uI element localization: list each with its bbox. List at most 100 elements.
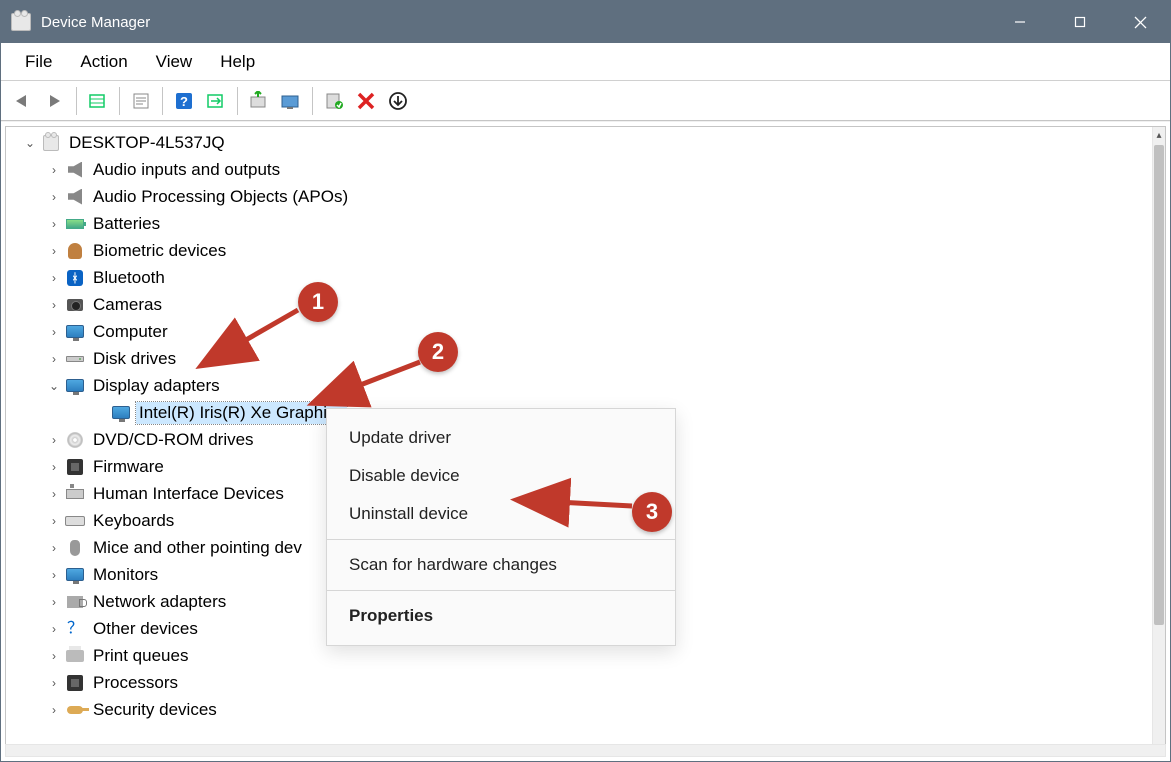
- menu-action[interactable]: Action: [66, 48, 141, 76]
- menubar: File Action View Help: [1, 43, 1170, 81]
- annotation-badge: 1: [298, 282, 338, 322]
- device-category-icon: [64, 565, 86, 585]
- tree-item[interactable]: ›ᚼBluetooth: [8, 264, 1151, 291]
- tree-item[interactable]: › Processors: [8, 669, 1151, 696]
- context-menu-item[interactable]: Scan for hardware changes: [327, 546, 675, 584]
- tree-root-label: DESKTOP-4L537JQ: [66, 132, 228, 154]
- enable-icon[interactable]: [201, 86, 231, 116]
- context-menu-item[interactable]: Update driver: [327, 419, 675, 457]
- tree-child-label: Intel(R) Iris(R) Xe Graphics: [136, 402, 347, 424]
- chevron-right-icon[interactable]: ›: [44, 187, 64, 207]
- uninstall-icon[interactable]: [351, 86, 381, 116]
- chevron-right-icon[interactable]: ›: [44, 295, 64, 315]
- device-category-icon: ᚼ: [64, 268, 86, 288]
- maximize-button[interactable]: [1050, 1, 1110, 43]
- tree-item[interactable]: › Batteries: [8, 210, 1151, 237]
- window-frame: Device Manager File Action View Help ?: [0, 0, 1171, 762]
- chevron-right-icon[interactable]: ›: [44, 241, 64, 261]
- chevron-right-icon[interactable]: ›: [44, 349, 64, 369]
- context-menu-item[interactable]: Uninstall device: [327, 495, 675, 533]
- tree-item-label: Audio Processing Objects (APOs): [90, 186, 351, 208]
- nav-forward-icon[interactable]: [40, 86, 70, 116]
- tree-item-label: Processors: [90, 672, 181, 694]
- context-menu-separator: [327, 539, 675, 540]
- add-legacy-icon[interactable]: [276, 86, 306, 116]
- device-category-icon: [64, 376, 86, 396]
- tree-item-label: Biometric devices: [90, 240, 229, 262]
- svg-text:?: ?: [180, 94, 188, 109]
- chevron-right-icon[interactable]: ›: [44, 592, 64, 612]
- chevron-right-icon[interactable]: ›: [44, 268, 64, 288]
- tree-item-label: Security devices: [90, 699, 220, 721]
- tree-item-label: Human Interface Devices: [90, 483, 287, 505]
- chevron-right-icon[interactable]: ›: [44, 214, 64, 234]
- toolbar: ?: [1, 81, 1170, 121]
- annotation-badge: 3: [632, 492, 672, 532]
- menu-help[interactable]: Help: [206, 48, 269, 76]
- menu-view[interactable]: View: [142, 48, 207, 76]
- properties-icon[interactable]: [126, 86, 156, 116]
- chevron-right-icon[interactable]: ›: [44, 619, 64, 639]
- annotation-badge: 2: [418, 332, 458, 372]
- tree-item[interactable]: › Computer: [8, 318, 1151, 345]
- chevron-right-icon[interactable]: ›: [44, 430, 64, 450]
- chevron-right-icon[interactable]: ›: [44, 538, 64, 558]
- tree-item[interactable]: › Cameras: [8, 291, 1151, 318]
- device-category-icon: [64, 538, 86, 558]
- titlebar: Device Manager: [1, 1, 1170, 43]
- device-category-icon: [64, 430, 86, 450]
- horizontal-scrollbar[interactable]: [5, 744, 1166, 757]
- tree-item-label: Mice and other pointing dev: [90, 537, 305, 559]
- chevron-right-icon[interactable]: ›: [44, 322, 64, 342]
- context-menu-item[interactable]: Properties: [327, 597, 675, 635]
- chevron-down-icon[interactable]: ⌄: [44, 376, 64, 396]
- vertical-scrollbar[interactable]: ▴ ▾: [1152, 127, 1165, 756]
- tree-item-label: Keyboards: [90, 510, 177, 532]
- scan-hardware-icon[interactable]: [244, 86, 274, 116]
- update-driver-icon[interactable]: [319, 86, 349, 116]
- help-icon[interactable]: ?: [169, 86, 199, 116]
- close-button[interactable]: [1110, 1, 1170, 43]
- menu-file[interactable]: File: [11, 48, 66, 76]
- device-category-icon: [64, 673, 86, 693]
- tree-item[interactable]: › Audio Processing Objects (APOs): [8, 183, 1151, 210]
- device-category-icon: [64, 295, 86, 315]
- chevron-right-icon[interactable]: ›: [44, 673, 64, 693]
- scroll-thumb[interactable]: [1154, 145, 1164, 625]
- chevron-down-icon[interactable]: ⌄: [20, 133, 40, 153]
- toolbar-sep: [76, 87, 77, 115]
- device-category-icon: [64, 349, 86, 369]
- tree-item[interactable]: › Audio inputs and outputs: [8, 156, 1151, 183]
- tree-item[interactable]: › Biometric devices: [8, 237, 1151, 264]
- tree-item-label: Batteries: [90, 213, 163, 235]
- chevron-right-icon[interactable]: ›: [44, 511, 64, 531]
- chevron-right-icon[interactable]: ›: [44, 484, 64, 504]
- tree-item-label: Audio inputs and outputs: [90, 159, 283, 181]
- tree-item[interactable]: › Disk drives: [8, 345, 1151, 372]
- tree-root[interactable]: ⌄ DESKTOP-4L537JQ: [8, 129, 1151, 156]
- tree-item-label: Display adapters: [90, 375, 223, 397]
- show-hidden-icon[interactable]: [83, 86, 113, 116]
- device-icon: [110, 403, 132, 423]
- chevron-right-icon[interactable]: ›: [44, 160, 64, 180]
- scroll-up-icon[interactable]: ▴: [1153, 127, 1165, 143]
- device-category-icon: [64, 160, 86, 180]
- chevron-right-icon[interactable]: ›: [44, 646, 64, 666]
- chevron-right-icon[interactable]: ›: [44, 457, 64, 477]
- tree-item-label: Disk drives: [90, 348, 179, 370]
- chevron-right-icon[interactable]: ›: [44, 565, 64, 585]
- context-menu: Update driverDisable deviceUninstall dev…: [326, 408, 676, 646]
- tree-item-label: Other devices: [90, 618, 201, 640]
- chevron-right-icon[interactable]: ›: [44, 700, 64, 720]
- context-menu-item[interactable]: Disable device: [327, 457, 675, 495]
- dropdown-icon[interactable]: [383, 86, 413, 116]
- tree-item-label: Cameras: [90, 294, 165, 316]
- tree-item-label: Computer: [90, 321, 171, 343]
- minimize-button[interactable]: [990, 1, 1050, 43]
- tree-item[interactable]: ⌄ Display adapters: [8, 372, 1151, 399]
- tree-item[interactable]: › Security devices: [8, 696, 1151, 723]
- tree-item-label: Bluetooth: [90, 267, 168, 289]
- tree-item-label: DVD/CD-ROM drives: [90, 429, 257, 451]
- nav-back-icon[interactable]: [8, 86, 38, 116]
- device-category-icon: [64, 214, 86, 234]
